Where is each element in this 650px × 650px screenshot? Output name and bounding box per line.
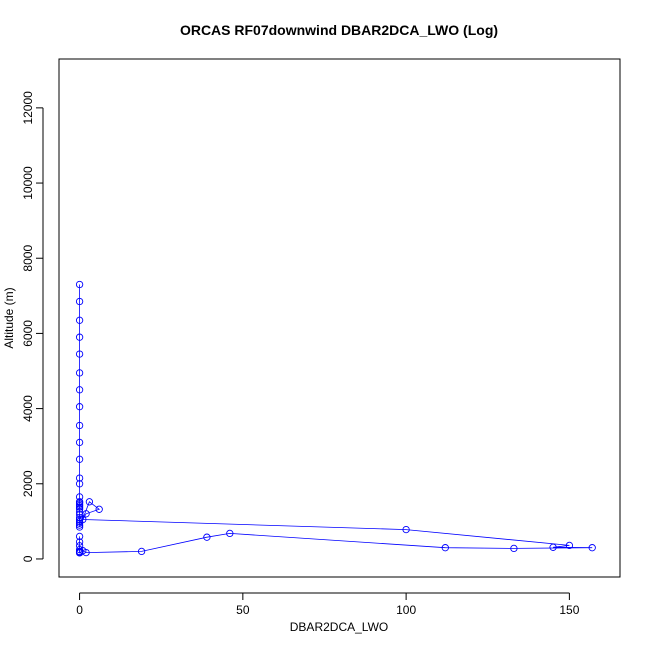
data-point [75,547,84,556]
data-point [75,455,84,463]
data-point [79,515,87,524]
data-point [75,280,84,289]
data-point [75,403,84,411]
data-point [75,316,84,324]
y-tick-label: 10000 [21,166,35,200]
y-tick-label: 4000 [21,395,35,422]
x-axis: 0 50 100 150 [76,592,580,617]
data-point [82,510,90,518]
data-point [75,369,84,377]
data-point [75,538,84,546]
data-point [75,505,84,513]
data-point [441,544,449,552]
data-point [510,544,518,553]
data-point [75,421,84,430]
data-point [75,480,84,488]
data-point [75,333,84,341]
data-point [95,505,103,513]
data-point [137,547,146,556]
x-tick-label: 50 [236,603,250,617]
y-tick-label: 2000 [21,470,35,497]
data-point [75,542,84,550]
data-point [565,541,574,550]
y-axis-label: Altitude (m) [2,287,16,348]
data-point [588,544,596,552]
x-axis-label: DBAR2DCA_LWO [290,620,388,634]
data-point [402,525,410,534]
data-point [85,498,94,506]
data-point [75,297,84,306]
data-point [75,532,84,541]
y-tick-label: 0 [21,555,35,562]
y-tick-label: 6000 [21,320,35,347]
data-point [75,350,84,358]
data-point [75,508,84,516]
y-tick-label: 8000 [21,245,35,272]
data-point [549,543,557,551]
data-point [75,474,84,482]
chart-title: ORCAS RF07downwind DBAR2DCA_LWO (Log) [180,22,498,38]
y-tick-label: 12000 [21,91,35,125]
data-point [75,545,84,554]
data-point [75,521,84,529]
data-series [75,280,596,557]
data-point [75,438,84,447]
data-point [226,529,234,538]
data-point [203,533,211,541]
data-point [75,493,84,501]
x-tick-label: 150 [559,603,579,617]
plot-frame [58,58,621,578]
data-point [75,515,84,524]
data-point [75,503,84,511]
x-tick-label: 100 [396,603,416,617]
data-point [75,523,84,531]
y-axis: 0 2000 4000 6000 8000 10000 12000 [21,91,44,562]
data-point [75,386,84,394]
x-tick-label: 0 [76,603,83,617]
